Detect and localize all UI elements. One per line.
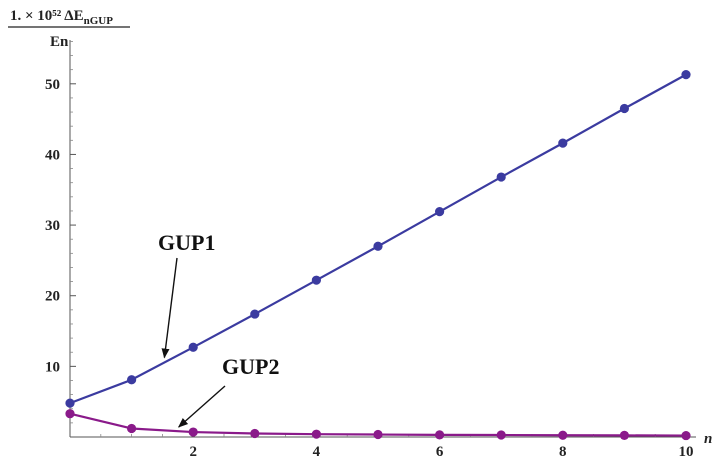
data-point-gup2 [127,423,137,434]
y-tick-label: 40 [45,147,60,163]
x-tick-label: 6 [436,444,444,460]
annotation-arrow-gup1 [161,257,178,359]
y-tick-label: 20 [45,289,60,305]
annotation-gup2: GUP2 [222,354,279,379]
annotation-gup1: GUP1 [158,230,215,255]
data-point-gup2 [435,430,445,440]
y-axis-label: 1. × 10⁵² ΔEnGUP En [8,8,130,50]
data-point-gup1 [250,309,260,319]
data-point-gup2 [250,428,260,439]
data-point-gup1 [65,398,75,408]
data-point-gup1 [188,342,198,352]
data-point-gup1 [127,375,137,385]
data-point-gup2 [188,427,198,437]
series-layer [65,70,691,441]
series-gup2 [65,409,691,441]
axis-ticks: 10 20 30 40 50 2 4 6 8 10 [45,41,694,460]
data-point-gup1 [311,275,321,285]
x-tick-label: 8 [559,444,567,460]
data-point-gup2 [558,430,568,440]
series-gup1 [65,70,691,408]
data-point-gup2 [65,409,75,419]
data-point-gup1 [619,103,630,114]
data-point-gup2 [681,430,691,441]
data-point-gup1 [681,70,691,80]
data-point-gup1 [496,172,506,182]
data-point-gup2 [619,430,630,440]
data-point-gup2 [496,430,506,440]
x-axis-label: n [704,431,712,447]
x-tick-label: 2 [189,444,197,460]
y-tick-label: 30 [45,218,60,234]
y-axis-label-numerator: 1. × 10⁵² ΔEnGUP [10,8,113,27]
y-tick-label: 10 [45,359,60,375]
x-tick-label: 10 [679,444,694,460]
annotation-arrow-gup2 [177,385,226,428]
data-point-gup1 [373,241,383,251]
y-tick-label: 50 [45,77,60,93]
data-point-gup2 [311,429,321,439]
x-tick-label: 4 [313,444,321,460]
data-point-gup2 [373,429,383,440]
y-axis-label-denominator: En [50,34,69,50]
annotation-layer: GUP1 GUP2 [158,230,279,428]
data-point-gup1 [558,138,568,148]
data-point-gup1 [435,207,445,217]
